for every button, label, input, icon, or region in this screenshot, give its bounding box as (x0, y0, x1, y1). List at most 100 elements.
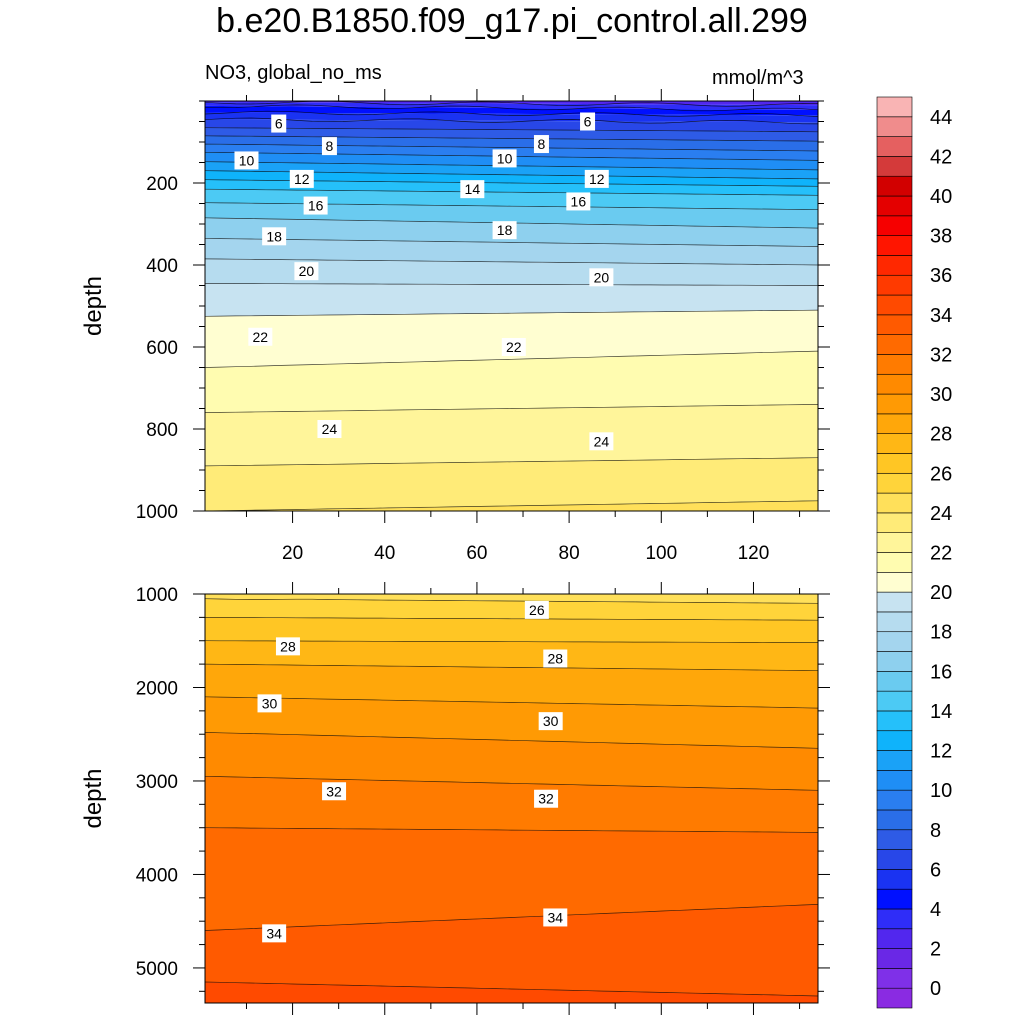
colorbar-swatch (876, 671, 913, 692)
contour-fill-band (205, 594, 818, 604)
contour-label: 30 (538, 712, 563, 731)
colorbar-swatch (876, 354, 913, 375)
contour-line (205, 663, 818, 672)
contour-label-box (303, 196, 328, 215)
contour-label-text: 6 (584, 114, 592, 130)
contour-line (205, 237, 818, 247)
contour-label: 18 (492, 221, 517, 240)
contour-label: 16 (566, 192, 591, 211)
colorbar-swatch (876, 948, 913, 969)
contour-label-text: 34 (547, 909, 563, 925)
colorbar-tick-label: 20 (930, 582, 952, 604)
colorbar-swatch (876, 314, 913, 335)
contour-line (205, 640, 818, 643)
colorbar-tick-label: 32 (930, 344, 952, 366)
colorbar-tick-label: 40 (930, 186, 952, 208)
contour-line (205, 110, 818, 117)
contour-label-text: 8 (326, 138, 334, 154)
contour-label-text: 18 (266, 228, 282, 244)
contour-label-text: 8 (538, 136, 546, 152)
colorbar-swatch (876, 512, 913, 533)
contour-label-text: 24 (594, 433, 610, 449)
contour-line (205, 981, 818, 997)
colorbar-swatch (876, 274, 913, 296)
colorbar-tick-label: 0 (930, 978, 941, 1000)
contour-label-text: 12 (294, 171, 310, 187)
contour-label-text: 32 (538, 791, 554, 807)
colorbar-swatch (876, 611, 913, 633)
colorbar-swatch (876, 750, 913, 771)
contour-label-box (501, 338, 526, 356)
colorbar-swatch (876, 373, 913, 395)
contour-fill-band (205, 170, 818, 187)
contour-label-text: 12 (589, 171, 605, 187)
contour-fill-band (205, 258, 818, 286)
contour-line (205, 104, 818, 112)
contour-label-box (262, 924, 287, 943)
contour-label-text: 10 (239, 152, 255, 168)
contour-label-box (538, 712, 563, 731)
contour-line (205, 309, 818, 317)
colorbar-swatch (876, 532, 913, 553)
colorbar-tick-label: 26 (930, 463, 952, 485)
colorbar-swatch (876, 809, 913, 831)
colorbar-swatch (876, 552, 913, 573)
contour-label: 20 (589, 268, 614, 287)
colorbar: 0246810121416182022242628303234363840424… (876, 96, 952, 1009)
y-tick-label: 400 (146, 256, 178, 277)
colorbar-tick-label: 28 (930, 424, 952, 446)
contour-label: 16 (303, 196, 328, 215)
colorbar-swatch (876, 631, 913, 652)
contour-line (205, 617, 818, 621)
colorbar-tick-label: 16 (930, 661, 952, 683)
colorbar-swatch (876, 136, 913, 157)
contour-label-box (492, 149, 517, 168)
y-tick-label: 2000 (136, 678, 178, 699)
contour-label: 30 (257, 694, 282, 713)
colorbar-swatch (876, 572, 913, 593)
contour-line (205, 827, 818, 833)
variable-label: NO3, global_no_ms (205, 62, 382, 84)
colorbar-tick-label: 14 (930, 701, 952, 723)
contour-label: 34 (543, 908, 568, 927)
y-tick-label: 600 (146, 338, 178, 359)
contour-label: 10 (234, 151, 259, 170)
contour-label-text: 10 (497, 150, 513, 166)
contour-line (205, 117, 818, 125)
contour-label-text: 28 (547, 651, 563, 667)
contour-fill-band (205, 102, 818, 111)
contour-fill-band (205, 189, 818, 210)
contour-line (205, 283, 818, 286)
colorbar-swatch (876, 334, 913, 355)
lower-panel: 26 28 28 30 30 32 32 34 34 1000 2000 3000 4000 5000 de… (80, 582, 830, 1015)
contour-fill-band (205, 598, 818, 621)
contour-label: 10 (492, 149, 517, 168)
x-tick-label: 40 (374, 543, 395, 564)
contour-label: 34 (262, 924, 287, 943)
contour-fill-band (205, 119, 818, 132)
contour-label-box (524, 600, 549, 619)
colorbar-swatch (876, 730, 913, 751)
x-tick-label: 120 (738, 543, 770, 564)
colorbar-swatch (876, 770, 913, 791)
colorbar-swatch (876, 492, 913, 514)
y-axis-title: depth (80, 768, 107, 828)
y-tick-label: 1000 (136, 502, 178, 523)
contour-fill-band (205, 827, 818, 931)
contour-label: 24 (317, 420, 342, 438)
contour-label: 26 (524, 600, 549, 619)
colorbar-tick-label: 8 (930, 820, 941, 842)
colorbar-swatch (876, 472, 913, 494)
colorbar-tick-label: 22 (930, 543, 952, 565)
contour-label-box (580, 112, 596, 131)
contour-label-box (566, 192, 591, 211)
plot-area: 26 28 28 30 30 32 32 34 34 (205, 594, 818, 1003)
y-tick-label: 5000 (136, 959, 178, 980)
contour-fill-band (205, 161, 818, 179)
colorbar-swatch (876, 928, 913, 949)
contour-label: 6 (271, 114, 287, 133)
colorbar-swatch (876, 968, 913, 989)
upper-panel: 6810121618202224681012141618202224200400… (80, 89, 830, 564)
